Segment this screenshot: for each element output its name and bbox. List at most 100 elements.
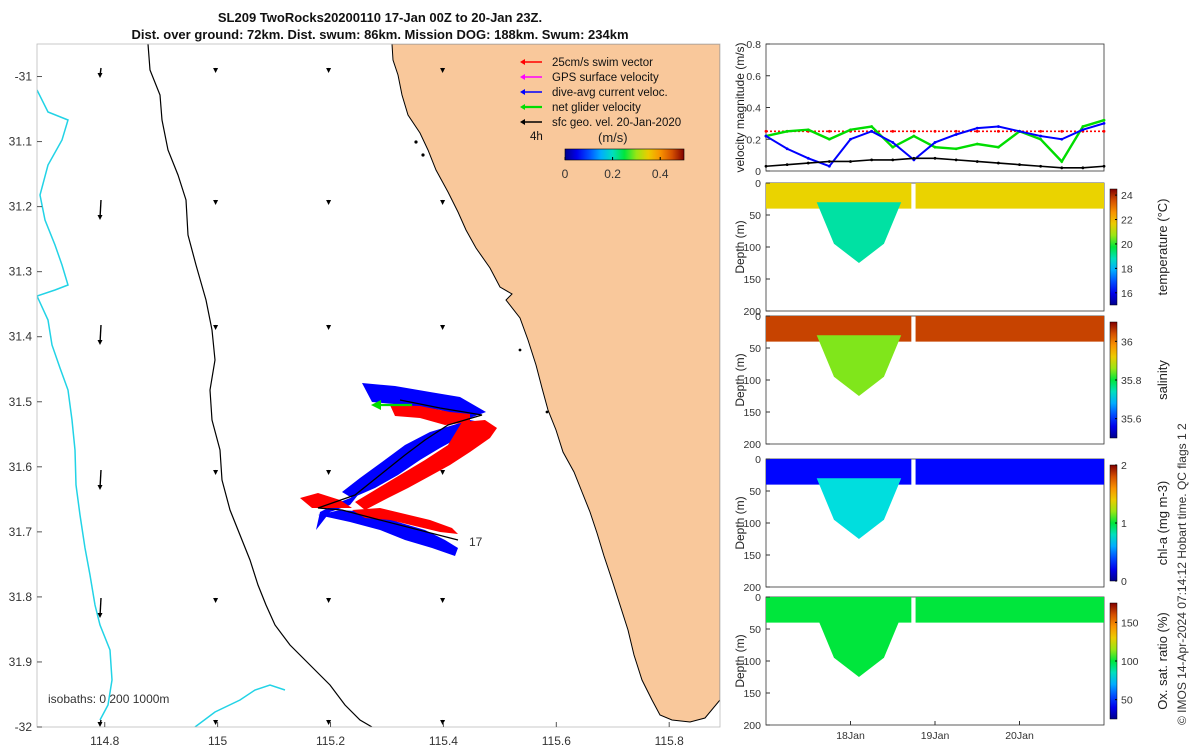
velocity-point — [785, 147, 789, 151]
geo-arrowhead — [213, 325, 219, 330]
velocity-point — [912, 129, 916, 133]
velocity-point — [1060, 160, 1064, 163]
geo-arrowhead — [97, 73, 103, 78]
velocity-y-tick-label: 0.6 — [746, 71, 761, 83]
velocity-point — [954, 129, 958, 133]
swim-vector-fan — [355, 420, 497, 510]
section-y-tick-label: 100 — [743, 518, 761, 530]
velocity-point — [806, 156, 810, 160]
section-colorbar-tick-label: 0 — [1121, 576, 1127, 588]
section-colorbar-tick-label: 100 — [1121, 656, 1139, 668]
map-x-tick-label: 114.8 — [90, 734, 119, 748]
velocity-point — [806, 161, 810, 165]
legend-arrowhead — [520, 119, 525, 125]
swim-vector-fan — [352, 508, 458, 534]
geo-arrowhead — [326, 68, 332, 73]
geo-arrowhead — [97, 722, 103, 727]
velocity-point — [912, 156, 916, 160]
map-frame — [36, 43, 721, 728]
map-y-tick-label: -31 — [15, 70, 33, 84]
section-data-right — [915, 183, 1104, 209]
velocity-point — [1081, 125, 1085, 128]
velocity-point — [764, 129, 768, 133]
section-colorbar-label: Ox. sat. ratio (%) — [1155, 612, 1170, 710]
section-colorbar-tick-label: 2 — [1121, 460, 1127, 472]
speed-colorbar-tick-label: 0.2 — [604, 167, 621, 181]
section-colorbar-tick-label: 50 — [1121, 695, 1133, 707]
map-x-tick-label: 115.4 — [429, 734, 458, 748]
geo-arrowhead — [326, 598, 332, 603]
velocity-point — [849, 137, 852, 141]
map-y-tick-label: 31.7 — [9, 525, 33, 539]
isobaths-label: isobaths: 0 200 1000m — [48, 692, 169, 706]
section-y-tick-label: 0 — [755, 454, 761, 466]
geo-arrowhead — [326, 325, 332, 330]
velocity-point — [785, 129, 789, 133]
section-y-tick-label: 50 — [749, 210, 761, 222]
geo-arrowhead — [326, 200, 332, 205]
section-data-right — [915, 316, 1104, 342]
section-deep-profile — [816, 478, 902, 539]
velocity-point — [806, 128, 810, 132]
geo-arrowhead — [440, 325, 446, 330]
velocity-point — [933, 129, 937, 133]
section-deep-profile — [816, 335, 902, 396]
velocity-point — [1081, 128, 1085, 132]
islet — [518, 348, 522, 352]
legend-entry: dive-avg current veloc. — [552, 87, 668, 99]
islet — [414, 140, 418, 144]
velocity-point — [996, 145, 1000, 149]
velocity-point — [849, 160, 852, 163]
map-y-tick-label: 31.1 — [9, 135, 33, 149]
geo-arrowhead — [97, 613, 103, 618]
speed-colorbar-bar — [564, 148, 685, 161]
map-x-tick-label: 115.6 — [542, 734, 571, 748]
velocity-point — [975, 160, 979, 163]
section-colorbar-tick-label: 24 — [1121, 190, 1133, 202]
geo-arrowhead — [326, 470, 332, 475]
section-colorbar-tick-label: 20 — [1121, 239, 1133, 251]
section-data-left — [766, 597, 912, 623]
section-x-tick-label: 20Jan — [1005, 730, 1034, 742]
velocity-point — [975, 129, 979, 133]
section-colorbar-tick-label: 35.6 — [1121, 414, 1142, 426]
map-x-tick-label: 115 — [208, 734, 227, 748]
section-y-tick-label: 0 — [755, 592, 761, 604]
swim-vector-fan — [300, 493, 352, 508]
velocity-point — [975, 126, 979, 130]
section-colorbar-label: chl-a (mg m-3) — [1155, 481, 1170, 566]
velocity-point — [1060, 137, 1064, 141]
section-colorbar — [1109, 188, 1118, 306]
velocity-y-label: velocity magnitude (m/s) — [733, 42, 747, 172]
velocity-point — [1039, 137, 1043, 141]
speed-colorbar-tick-label: 0.4 — [652, 167, 669, 181]
velocity-point — [1081, 166, 1085, 170]
current-vector-fan — [316, 495, 358, 530]
velocity-point — [891, 129, 895, 133]
velocity-point — [849, 128, 852, 132]
section-y-tick-label: 200 — [743, 582, 761, 594]
section-data-right — [915, 597, 1104, 623]
velocity-point — [1102, 121, 1106, 125]
map-y-axis: -31 31.1 31.2 31.3 31.4 31.5 31.6 31.7 31.8 31.9 -… — [9, 70, 42, 734]
map-y-tick-label: 31.4 — [9, 330, 33, 344]
map-y-tick-label: -32 — [15, 720, 33, 734]
map-y-tick-label: 31.6 — [9, 460, 33, 474]
velocity-point — [891, 145, 895, 149]
time-scale-label: 4h — [530, 131, 543, 143]
velocity-point — [996, 161, 1000, 165]
velocity-point — [933, 156, 937, 160]
current-vector-fan — [362, 383, 486, 418]
speed-colorbar: 0 0.2 0.4 — [562, 148, 685, 181]
swim-vector-fan — [390, 405, 470, 425]
geo-arrowhead — [440, 470, 446, 475]
legend-entry: 25cm/s swim vector — [552, 57, 653, 69]
legend-arrowhead — [520, 104, 525, 110]
map-legend: 25cm/s swim vector GPS surface velocity di… — [520, 57, 681, 129]
geo-arrowhead — [440, 598, 446, 603]
velocity-point — [1039, 129, 1043, 133]
section-y-tick-label: 100 — [743, 242, 761, 254]
legend-arrowhead — [520, 59, 525, 65]
